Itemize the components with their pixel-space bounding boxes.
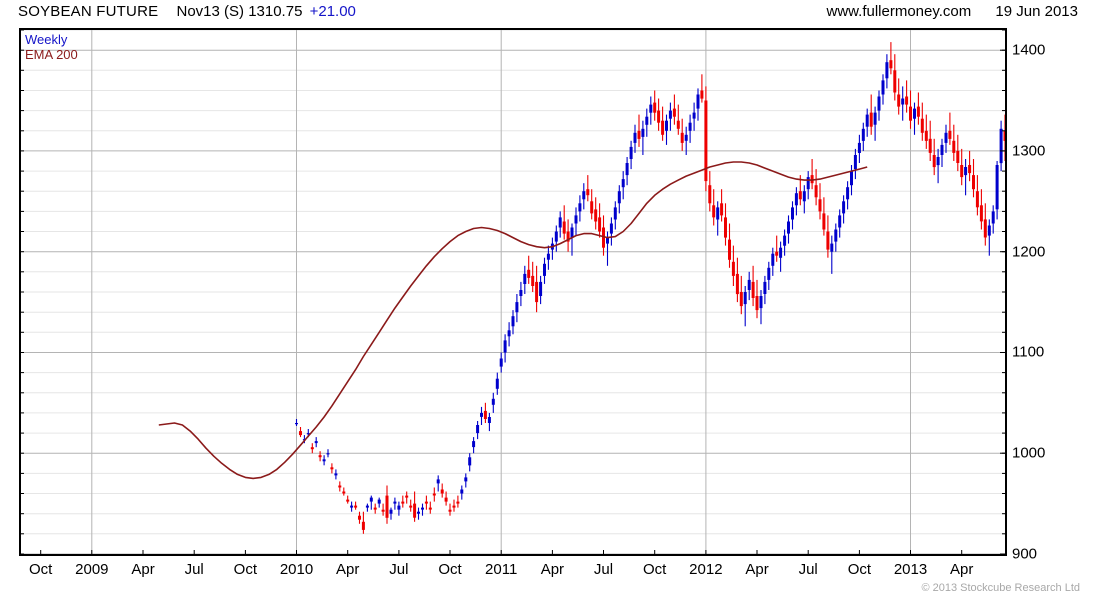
x-axis-tick-label: Jul xyxy=(389,561,409,578)
x-axis-tick-label: Oct xyxy=(847,561,872,578)
x-axis-tick-label: Oct xyxy=(438,561,462,578)
contract-and-price: Nov13 (S) 1310.75 xyxy=(176,3,303,20)
x-axis-tick-label: Apr xyxy=(745,561,769,578)
chart-header: SOYBEAN FUTURE Nov13 (S) 1310.75 +21.00 … xyxy=(0,0,1100,26)
x-axis-tick-label: Apr xyxy=(950,561,974,578)
price-chart-svg xyxy=(21,30,1005,554)
x-axis-tick-label: Oct xyxy=(643,561,667,578)
legend-item-weekly: Weekly xyxy=(25,32,68,47)
source-and-date: www.fullermoney.com 19 Jun 2013 xyxy=(826,3,1078,20)
x-axis-tick-label: Jul xyxy=(798,561,818,578)
y-axis-tick-label: 1300 xyxy=(1012,142,1046,160)
chart-canvas xyxy=(21,30,1005,554)
source-website: www.fullermoney.com xyxy=(826,3,972,20)
chart-date: 19 Jun 2013 xyxy=(995,3,1078,20)
y-axis-tick-label: 1100 xyxy=(1012,343,1045,361)
y-axis-tick-label: 1000 xyxy=(1012,444,1046,462)
x-axis-tick-label: 2011 xyxy=(485,561,518,578)
x-axis-tick-label: 2013 xyxy=(893,561,928,578)
x-axis-tick-label: Oct xyxy=(29,561,53,578)
price-change: +21.00 xyxy=(309,3,356,20)
x-axis-tick-label: 2009 xyxy=(75,561,109,578)
x-axis-tick-label: Apr xyxy=(131,561,155,578)
y-axis-tick-label: 1200 xyxy=(1012,243,1046,261)
x-axis-tick-label: 2010 xyxy=(279,561,314,578)
x-axis-tick-label: 2012 xyxy=(689,561,723,578)
x-axis-tick-label: Apr xyxy=(336,561,360,578)
legend-item-ema200: EMA 200 xyxy=(25,47,78,62)
chart-plot-area[interactable]: Weekly EMA 200 xyxy=(19,28,1007,556)
instrument-symbol: SOYBEAN FUTURE xyxy=(18,3,159,20)
instrument-title: SOYBEAN FUTURE Nov13 (S) 1310.75 +21.00 xyxy=(18,3,356,20)
x-axis-tick-label: Jul xyxy=(184,561,204,578)
y-axis-tick-label: 1400 xyxy=(1012,41,1046,59)
x-axis-tick-label: Oct xyxy=(233,561,258,578)
x-axis-tick-label: Apr xyxy=(540,561,565,578)
copyright-notice: © 2013 Stockcube Research Ltd xyxy=(921,582,1080,594)
y-axis-tick-label: 900 xyxy=(1012,545,1038,563)
x-axis-tick-label: Jul xyxy=(593,561,614,578)
chart-legend: Weekly EMA 200 xyxy=(25,32,78,62)
